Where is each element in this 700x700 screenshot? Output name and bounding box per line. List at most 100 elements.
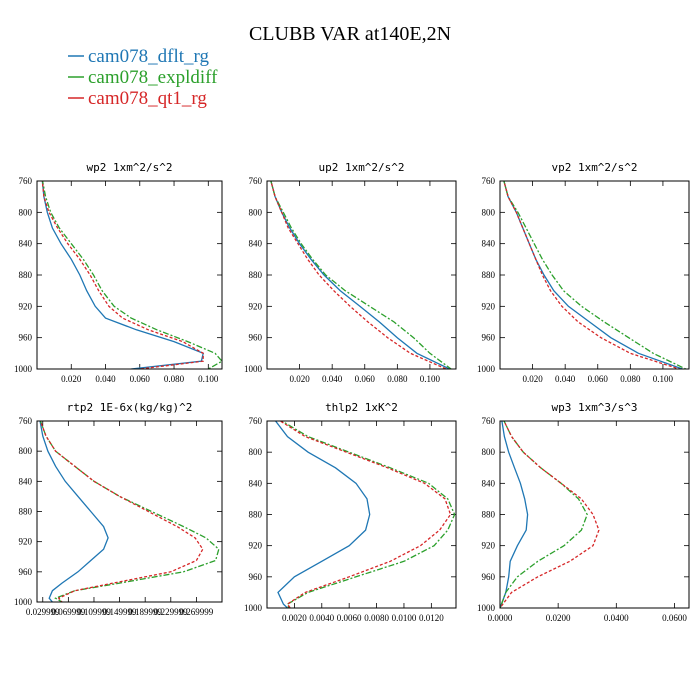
y-tick-label: 760 — [19, 176, 33, 186]
series-line-1 — [270, 181, 452, 369]
panel-title-3: rtp2 1E-6x(kg/kg)^2 — [67, 401, 193, 414]
x-tick-label: 0.0080 — [364, 613, 389, 623]
x-tick-label: 0.149999 — [103, 607, 137, 617]
legend: cam078_dflt_rg cam078_expldiff cam078_qt… — [68, 46, 218, 109]
panel-frame — [36, 420, 223, 603]
y-tick-label: 960 — [249, 333, 263, 343]
y-tick-label: 960 — [19, 567, 33, 577]
x-tick-label: 0.0000 — [488, 613, 513, 623]
chart-panel-0: wp2 1xm^2/s^2 760 800 840 880 920 960 1000 0.020… — [14, 161, 223, 384]
series-line-1 — [280, 421, 456, 608]
x-tick-label: 0.0200 — [546, 613, 571, 623]
panels: wp2 1xm^2/s^2 760 800 840 880 920 960 1000 0.020… — [14, 161, 690, 623]
x-tick-label: 0.040 — [322, 374, 343, 384]
series-line-1 — [503, 181, 686, 369]
y-tick-label: 880 — [482, 510, 496, 520]
chart-panel-1: up2 1xm^2/s^2 760 800 840 880 920 960 1000 0.020… — [244, 161, 457, 384]
y-tick-label: 920 — [482, 301, 496, 311]
y-tick-label: 1000 — [244, 364, 263, 374]
series-line-2 — [270, 181, 447, 369]
x-tick-label: 0.069999 — [51, 607, 85, 617]
y-tick-label: 920 — [482, 541, 496, 551]
chart-panel-5: wp3 1xm^3/s^3 760 800 840 880 920 960 10000.000… — [477, 401, 690, 623]
y-tick-label: 760 — [249, 176, 263, 186]
x-tick-label: 0.0060 — [337, 613, 362, 623]
x-tick-label: 0.0600 — [662, 613, 687, 623]
series-line-2 — [500, 421, 600, 608]
x-tick-label: 0.060 — [355, 374, 376, 384]
y-tick-label: 880 — [482, 270, 496, 280]
x-tick-label: 0.040 — [95, 374, 116, 384]
legend-item-dflt: cam078_dflt_rg — [68, 46, 210, 67]
y-tick-label: 880 — [19, 507, 33, 517]
y-tick-label: 800 — [482, 447, 496, 457]
series-line-0 — [503, 181, 683, 369]
y-tick-label: 800 — [482, 207, 496, 217]
x-tick-label: 0.080 — [164, 374, 185, 384]
y-tick-label: 840 — [249, 239, 263, 249]
x-tick-label: 0.269999 — [180, 607, 214, 617]
legend-label-dflt: cam078_dflt_rg — [88, 46, 210, 67]
y-tick-label: 840 — [19, 476, 33, 486]
y-tick-label: 960 — [482, 333, 496, 343]
x-tick-label: 0.189999 — [128, 607, 162, 617]
panel-frame — [36, 180, 223, 370]
x-tick-label: 0.100 — [198, 374, 219, 384]
series-line-1 — [500, 421, 588, 608]
y-tick-label: 960 — [249, 572, 263, 582]
x-tick-label: 0.0040 — [309, 613, 334, 623]
x-tick-label: 0.020 — [522, 374, 543, 384]
series-line-1 — [39, 421, 220, 602]
y-tick-label: 880 — [19, 270, 33, 280]
series-line-1 — [41, 181, 222, 369]
x-tick-label: 0.0100 — [392, 613, 417, 623]
y-tick-label: 800 — [249, 207, 263, 217]
x-tick-label: 0.229999 — [154, 607, 188, 617]
panel-title-0: wp2 1xm^2/s^2 — [86, 161, 172, 174]
y-tick-label: 880 — [249, 510, 263, 520]
series-line-2 — [39, 421, 204, 602]
series-line-0 — [270, 181, 450, 369]
panel-title-1: up2 1xm^2/s^2 — [318, 161, 404, 174]
legend-item-expldiff: cam078_expldiff — [68, 67, 218, 88]
series-line-0 — [500, 421, 529, 608]
series-line-2 — [41, 181, 204, 369]
x-tick-label: 0.100 — [420, 374, 441, 384]
panel-title-5: wp3 1xm^3/s^3 — [551, 401, 637, 414]
panel-title-2: vp2 1xm^2/s^2 — [551, 161, 637, 174]
x-tick-label: 0.020 — [61, 374, 82, 384]
y-tick-label: 960 — [19, 333, 33, 343]
chart-panel-3: rtp2 1E-6x(kg/kg)^2 760 800 840 880 920 960 100… — [14, 401, 223, 617]
y-tick-label: 760 — [482, 416, 496, 426]
series-line-0 — [39, 421, 109, 602]
y-tick-label: 1000 — [477, 364, 496, 374]
legend-item-qt1: cam078_qt1_rg — [68, 88, 207, 109]
x-tick-label: 0.020 — [289, 374, 310, 384]
x-tick-label: 0.060 — [130, 374, 151, 384]
x-tick-label: 0.109999 — [77, 607, 111, 617]
panel-frame — [499, 180, 690, 370]
y-tick-label: 1000 — [14, 597, 33, 607]
panel-title-4: thlp2 1xK^2 — [325, 401, 398, 414]
panel-frame — [266, 180, 457, 370]
y-tick-label: 760 — [482, 176, 496, 186]
series-line-0 — [274, 421, 371, 608]
series-line-2 — [279, 421, 452, 608]
x-tick-label: 0.040 — [555, 374, 576, 384]
y-tick-label: 800 — [19, 446, 33, 456]
legend-label-expldiff: cam078_expldiff — [88, 67, 218, 88]
y-tick-label: 920 — [19, 301, 33, 311]
panel-frame — [266, 420, 457, 609]
x-tick-label: 0.060 — [588, 374, 609, 384]
x-tick-label: 0.0120 — [419, 613, 444, 623]
y-tick-label: 880 — [249, 270, 263, 280]
y-tick-label: 800 — [249, 447, 263, 457]
legend-label-qt1: cam078_qt1_rg — [88, 88, 207, 109]
y-tick-label: 960 — [482, 572, 496, 582]
x-tick-label: 0.029999 — [26, 607, 60, 617]
y-tick-label: 1000 — [477, 603, 496, 613]
x-tick-label: 0.0020 — [282, 613, 307, 623]
